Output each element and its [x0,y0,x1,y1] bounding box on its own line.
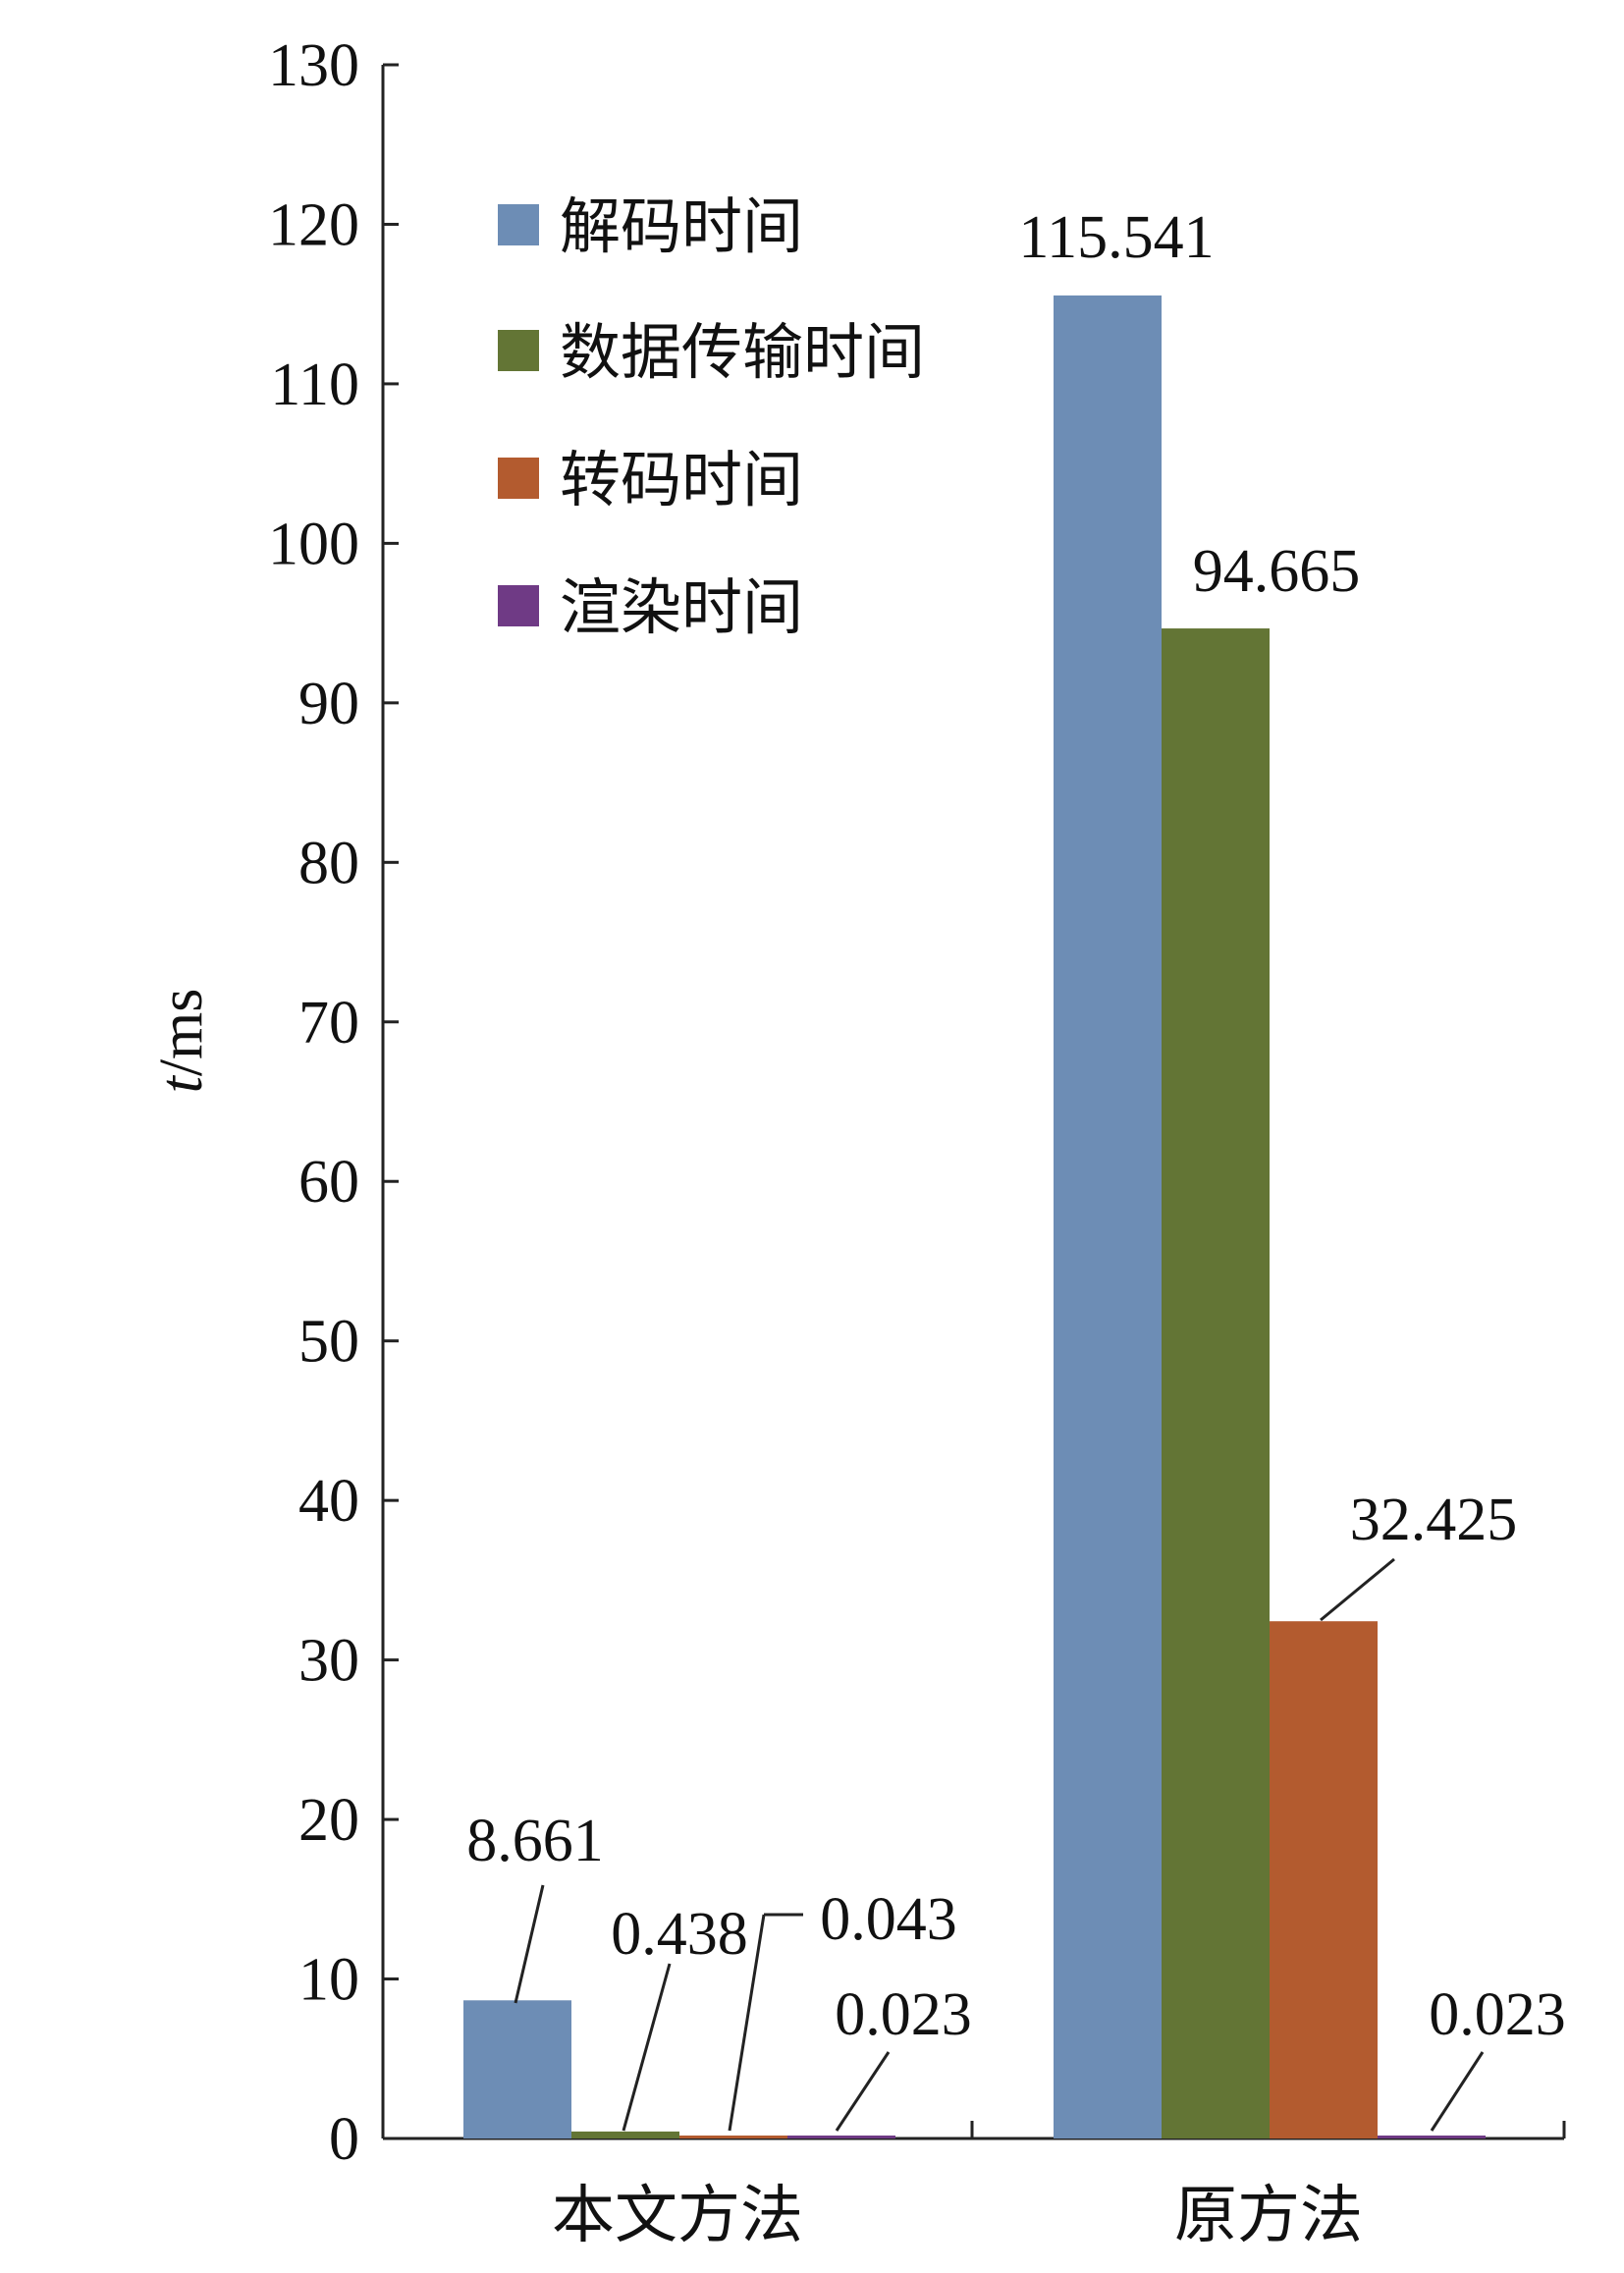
y-tick-label-10: 10 [298,1947,359,2014]
y-tick-label-50: 50 [298,1309,359,1376]
leader-line-1-1 [514,1884,545,2004]
legend-swatch-4 [498,585,539,626]
legend-label-3: 转码时间 [560,444,803,515]
legend-label-4: 渲染时间 [560,571,803,643]
leader-line-2-1 [622,1963,672,2132]
legend-swatch-2 [498,330,539,371]
bar-2-2 [1162,628,1270,2138]
legend-label-1: 解码时间 [560,190,803,262]
bar-4-1 [787,2136,895,2138]
y-tick-label-60: 60 [298,1149,359,1216]
leader-line-3-2 [1320,1557,1395,1622]
data-label-2-1: 0.438 [611,1901,748,1968]
y-tick-label-30: 30 [298,1628,359,1695]
data-label-3-2: 32.425 [1350,1487,1518,1553]
data-label-2-2: 94.665 [1193,538,1361,605]
data-label-4-1: 0.023 [835,1981,972,2048]
bar-3-2 [1270,1621,1378,2138]
bars [463,295,1486,2139]
y-tick-label-100: 100 [268,511,359,577]
y-axis-label-variable: t [148,1074,215,1093]
legend-swatch-3 [498,458,539,499]
bar-1-1 [463,2000,571,2138]
y-tick-label-20: 20 [298,1787,359,1854]
data-label-1-2: 115.541 [1018,204,1214,271]
category-label-1: 本文方法 [552,2180,803,2252]
leader-line-4-1 [835,2051,891,2132]
data-label-4-2: 0.023 [1429,1981,1566,2048]
y-tick-label-40: 40 [298,1468,359,1535]
bar-4-2 [1378,2136,1486,2138]
leader-line-4-2 [1430,2051,1485,2132]
data-label-1-1: 8.661 [466,1808,604,1874]
legend-swatch-1 [498,204,539,245]
y-tick-label-70: 70 [298,990,359,1056]
legend-label-2: 数据传输时间 [560,316,925,388]
bar-2-1 [571,2131,679,2138]
leader-line-3-1 [728,1914,766,2132]
data-label-3-1: 0.043 [820,1886,957,1953]
y-ticks: 0 10 20 30 40 50 60 70 80 90 100 110 120 130 [268,32,399,2173]
bar-3-1 [679,2136,787,2138]
bar-1-2 [1054,295,1162,2139]
y-tick-label-80: 80 [298,830,359,896]
y-tick-label-90: 90 [298,671,359,737]
y-tick-label-110: 110 [270,352,359,418]
y-axis-label: t/ms [148,989,215,1094]
y-axis-label-unit: /ms [148,989,215,1077]
y-tick-label-130: 130 [268,32,359,99]
y-tick-label-120: 120 [268,191,359,258]
category-labels: 本文方法 原方法 [552,2180,1363,2252]
data-labels: 8.661 115.541 0.438 94.665 0.043 32.425 0.023 0… [466,204,1566,2132]
y-tick-label-0: 0 [329,2106,359,2173]
category-label-2: 原方法 [1174,2180,1363,2252]
